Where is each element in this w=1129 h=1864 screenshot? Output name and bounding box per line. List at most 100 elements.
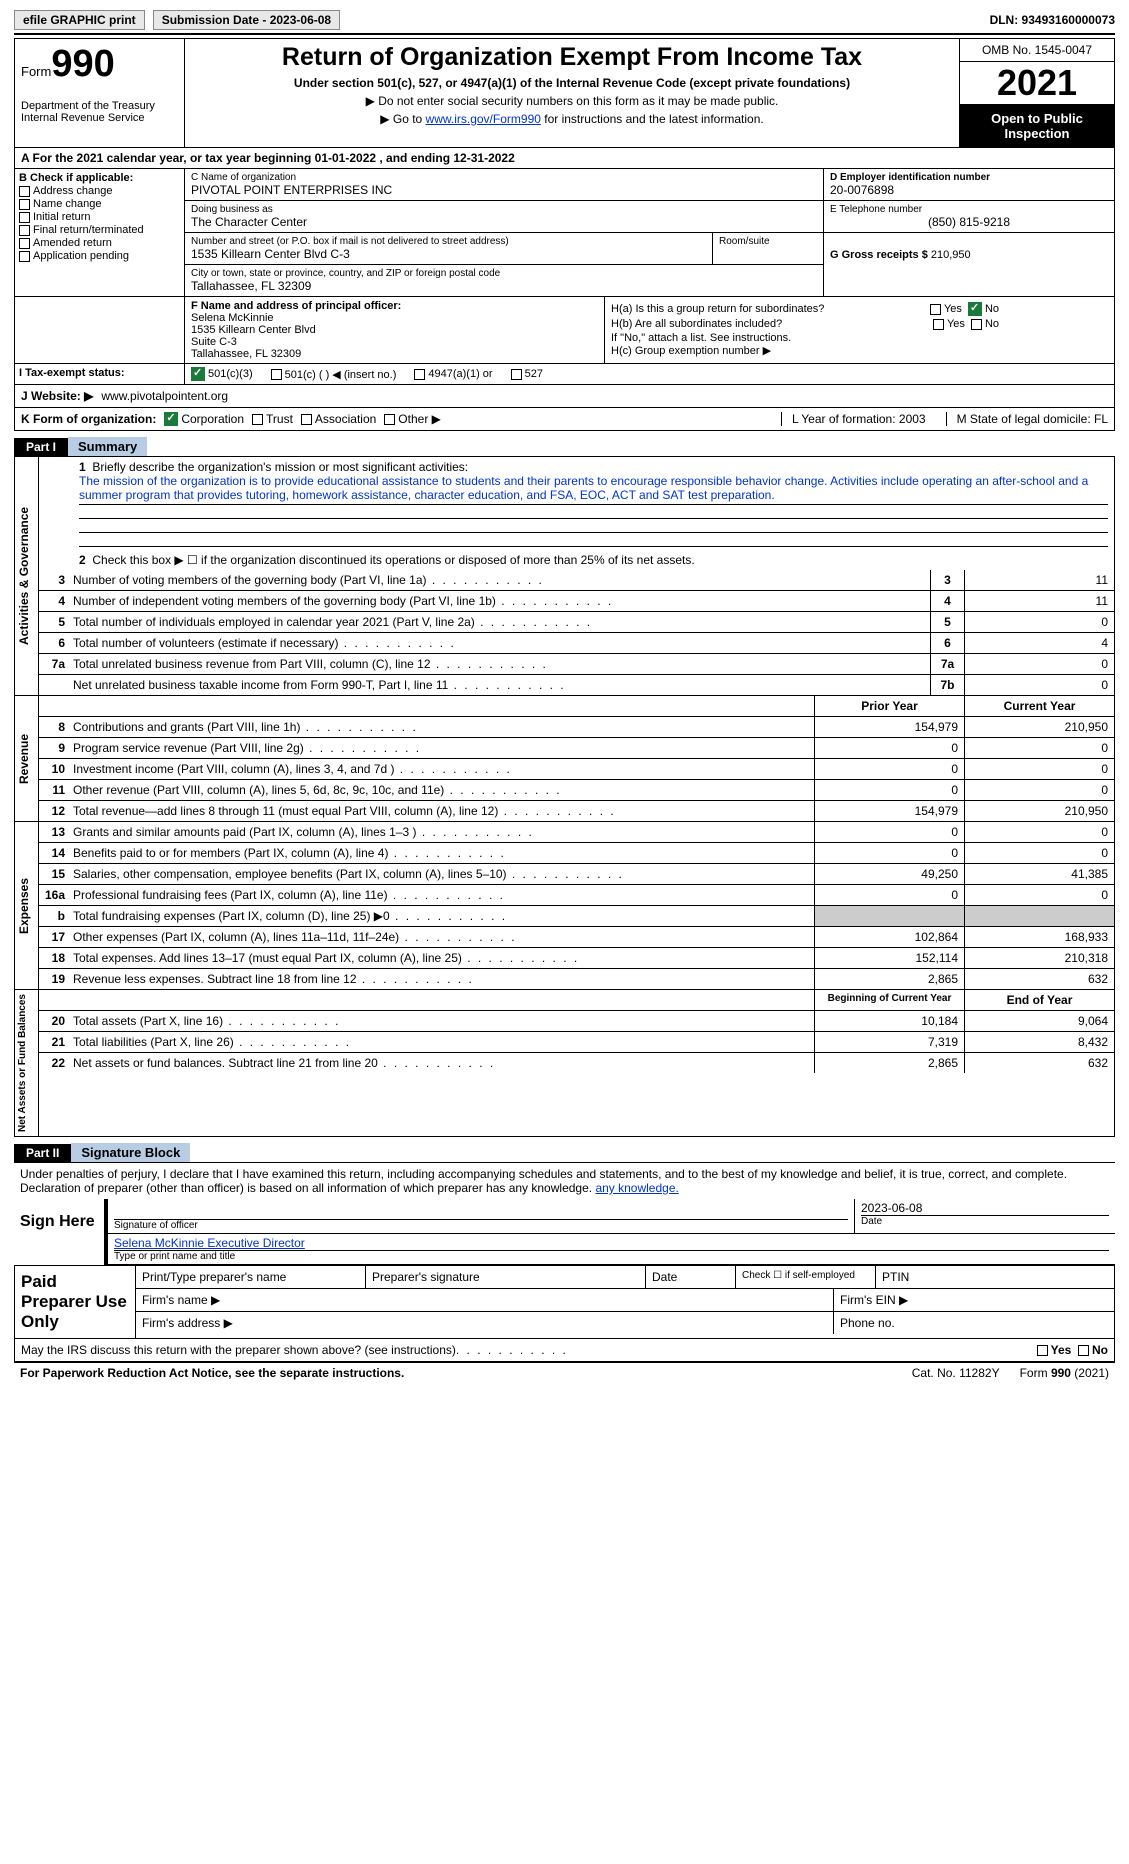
- other-checkbox[interactable]: [384, 414, 395, 425]
- hb-note: If "No," attach a list. See instructions…: [611, 332, 999, 344]
- self-employed-label: Check ☐ if self-employed: [736, 1266, 876, 1288]
- trust-checkbox[interactable]: [252, 414, 263, 425]
- prior-value: 0: [814, 780, 964, 800]
- ha-no-checkbox[interactable]: [968, 302, 982, 316]
- paid-preparer-block: Paid Preparer Use Only Print/Type prepar…: [14, 1265, 1115, 1339]
- org-name: PIVOTAL POINT ENTERPRISES INC: [191, 183, 817, 197]
- officer-name-link[interactable]: Selena McKinnie Executive Director: [114, 1236, 305, 1250]
- signature-block: Sign Here Signature of officer 2023-06-0…: [14, 1199, 1115, 1265]
- current-value: 632: [964, 1053, 1114, 1073]
- hb-yes-checkbox[interactable]: [933, 319, 944, 330]
- street-label: Number and street (or P.O. box if mail i…: [191, 236, 706, 247]
- line-desc: Other expenses (Part IX, column (A), lin…: [69, 927, 814, 947]
- line-num: 6: [39, 633, 69, 653]
- gross-label: G Gross receipts $: [830, 249, 928, 261]
- line-code: 7b: [930, 675, 964, 695]
- checkbox[interactable]: [19, 186, 30, 197]
- street-value: 1535 Killearn Center Blvd C-3: [191, 247, 706, 261]
- line-desc: Total revenue—add lines 8 through 11 (mu…: [69, 801, 814, 821]
- assoc-checkbox[interactable]: [301, 414, 312, 425]
- prior-value: 2,865: [814, 969, 964, 989]
- vtab-revenue: Revenue: [15, 696, 39, 821]
- form-title: Return of Organization Exempt From Incom…: [191, 43, 953, 72]
- hb-no-checkbox[interactable]: [971, 319, 982, 330]
- line-num: 9: [39, 738, 69, 758]
- ein-label: D Employer identification number: [830, 172, 1108, 183]
- officer-addr2: Suite C-3: [191, 336, 598, 348]
- prior-value: 0: [814, 822, 964, 842]
- checkbox[interactable]: [19, 225, 30, 236]
- current-value: 210,950: [964, 717, 1114, 737]
- tel-label: E Telephone number: [830, 204, 1108, 215]
- sign-here-label: Sign Here: [14, 1199, 104, 1265]
- line-desc: Total fundraising expenses (Part IX, col…: [69, 906, 814, 926]
- omb-number: OMB No. 1545-0047: [960, 39, 1114, 62]
- checkbox[interactable]: [19, 212, 30, 223]
- line-num: 10: [39, 759, 69, 779]
- irs-link[interactable]: www.irs.gov/Form990: [426, 112, 541, 126]
- line-desc: Total expenses. Add lines 13–17 (must eq…: [69, 948, 814, 968]
- signature-declaration: Under penalties of perjury, I declare th…: [14, 1162, 1115, 1199]
- prep-name-label: Print/Type preparer's name: [136, 1266, 366, 1288]
- current-value: 210,318: [964, 948, 1114, 968]
- current-value: 9,064: [964, 1011, 1114, 1031]
- page-footer: For Paperwork Reduction Act Notice, see …: [14, 1362, 1115, 1383]
- prior-value: 2,865: [814, 1053, 964, 1073]
- current-value: 0: [964, 843, 1114, 863]
- line-desc: Total number of volunteers (estimate if …: [69, 633, 930, 653]
- checkbox[interactable]: [19, 238, 30, 249]
- prep-sig-label: Preparer's signature: [366, 1266, 646, 1288]
- current-value: 0: [964, 738, 1114, 758]
- discuss-yes-checkbox[interactable]: [1037, 1345, 1048, 1356]
- sig-date: 2023-06-08: [861, 1201, 1109, 1215]
- line-num: 21: [39, 1032, 69, 1052]
- line-value: 0: [964, 612, 1114, 632]
- checkbox[interactable]: [19, 251, 30, 262]
- website-value: www.pivotalpointent.org: [101, 389, 228, 403]
- line-desc: Total assets (Part X, line 16): [69, 1011, 814, 1031]
- 4947-checkbox[interactable]: [414, 369, 425, 380]
- corp-checkbox[interactable]: [164, 412, 178, 426]
- instr-ssn: ▶ Do not enter social security numbers o…: [191, 94, 953, 108]
- checkbox[interactable]: [19, 199, 30, 210]
- 501c3-checkbox[interactable]: [191, 367, 205, 381]
- prior-value: 10,184: [814, 1011, 964, 1031]
- 501c-checkbox[interactable]: [271, 369, 282, 380]
- current-value: 8,432: [964, 1032, 1114, 1052]
- prior-value: 0: [814, 759, 964, 779]
- eoy-header: End of Year: [964, 990, 1114, 1010]
- line-desc: Investment income (Part VIII, column (A)…: [69, 759, 814, 779]
- 527-checkbox[interactable]: [511, 369, 522, 380]
- line-num: b: [39, 906, 69, 926]
- discuss-no-checkbox[interactable]: [1078, 1345, 1089, 1356]
- check-label: Amended return: [33, 237, 112, 249]
- line-desc: Total unrelated business revenue from Pa…: [69, 654, 930, 674]
- ha-yes-checkbox[interactable]: [930, 304, 941, 315]
- current-value: [964, 906, 1114, 926]
- any-knowledge-link[interactable]: any knowledge.: [595, 1181, 678, 1195]
- instr-link: ▶ Go to www.irs.gov/Form990 for instruct…: [191, 112, 953, 126]
- line-num: 13: [39, 822, 69, 842]
- line-desc: Number of voting members of the governin…: [69, 570, 930, 590]
- summary-revenue: Revenue Prior Year Current Year 8Contrib…: [14, 696, 1115, 822]
- ptin-label: PTIN: [876, 1266, 1114, 1288]
- line-desc: Other revenue (Part VIII, column (A), li…: [69, 780, 814, 800]
- line-desc: Revenue less expenses. Subtract line 18 …: [69, 969, 814, 989]
- top-toolbar: efile GRAPHIC print Submission Date - 20…: [14, 10, 1115, 35]
- line-num: 11: [39, 780, 69, 800]
- b-header: B Check if applicable:: [19, 172, 180, 184]
- line-desc: Net unrelated business taxable income fr…: [69, 675, 930, 695]
- line-num: 20: [39, 1011, 69, 1031]
- summary-netassets: Net Assets or Fund Balances Beginning of…: [14, 990, 1115, 1137]
- line-num: 18: [39, 948, 69, 968]
- efile-button[interactable]: efile GRAPHIC print: [14, 10, 145, 30]
- current-year-header: Current Year: [964, 696, 1114, 716]
- name-title-label: Type or print name and title: [114, 1250, 1109, 1262]
- line2-text: Check this box ▶ ☐ if the organization d…: [92, 553, 694, 567]
- prior-value: 0: [814, 843, 964, 863]
- check-label: Final return/terminated: [33, 224, 144, 236]
- officer-addr3: Tallahassee, FL 32309: [191, 348, 598, 360]
- paid-preparer-label: Paid Preparer Use Only: [15, 1266, 135, 1338]
- check-label: Initial return: [33, 211, 90, 223]
- k-label: K Form of organization:: [21, 412, 156, 426]
